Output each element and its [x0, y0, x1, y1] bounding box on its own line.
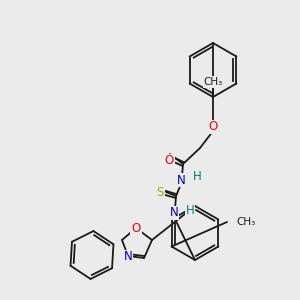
Text: CH₃: CH₃	[236, 217, 255, 227]
Text: H: H	[193, 170, 201, 184]
Text: N: N	[177, 173, 185, 187]
Text: N: N	[169, 206, 178, 220]
Text: H: H	[186, 203, 194, 217]
Text: O: O	[131, 221, 141, 235]
Text: O: O	[164, 154, 174, 167]
Text: CH₃: CH₃	[203, 77, 223, 87]
Text: O: O	[208, 121, 217, 134]
Text: S: S	[156, 185, 164, 199]
Text: N: N	[124, 250, 132, 263]
